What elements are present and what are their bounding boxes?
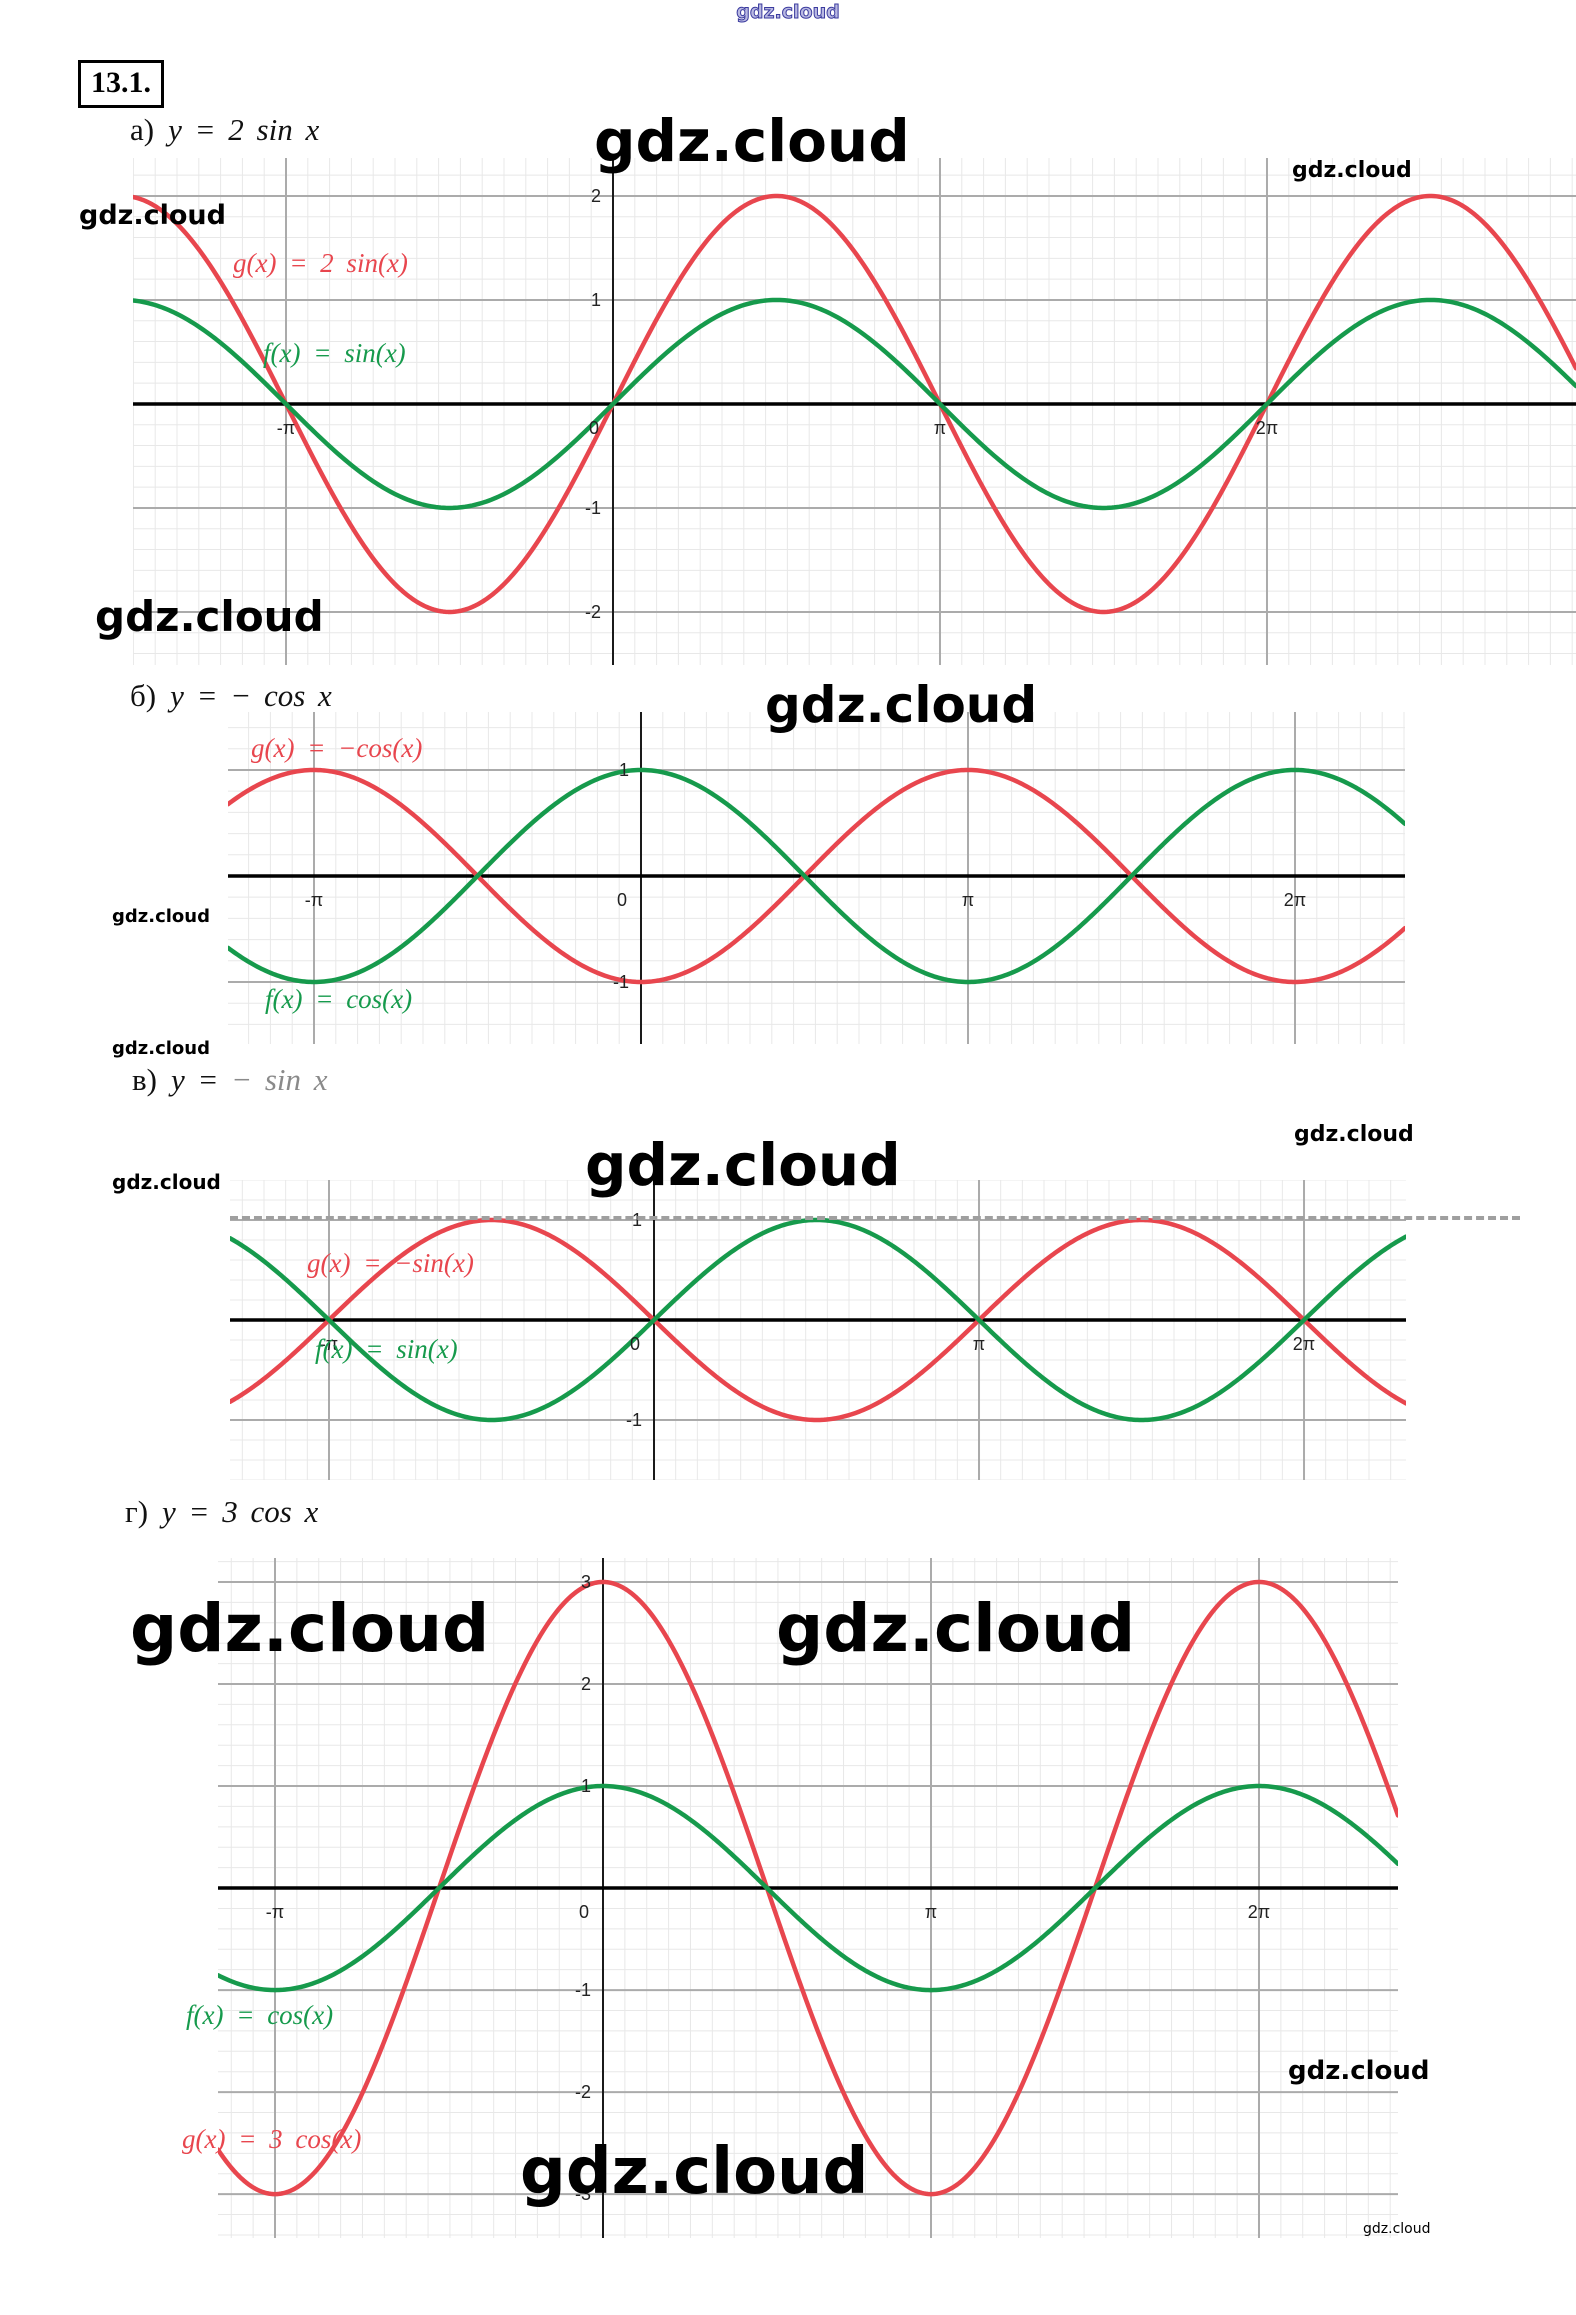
watermark-b-left-2: gdz.cloud — [112, 1038, 210, 1059]
plot-v-f-label: f(x) = sin(x) — [315, 1334, 458, 1364]
y-tick-label: 1 — [632, 1210, 642, 1230]
x-tick-label: π — [973, 1334, 985, 1354]
curve-f — [133, 297, 1576, 511]
y-tick-label: -2 — [585, 602, 601, 622]
watermark-g-side: gdz.cloud — [1288, 2056, 1430, 2086]
watermark-a-center: gdz.cloud — [594, 107, 910, 175]
y-tick-label: 2 — [591, 186, 601, 206]
x-tick-label: 0 — [589, 418, 599, 438]
heading-v-label: в) — [132, 1062, 157, 1097]
plot-a-f-label: f(x) = sin(x) — [263, 338, 406, 368]
plot-b-g-label: g(x) = −cos(x) — [251, 733, 423, 763]
plot-a: -π 0 π 2π 2 1 -1 -2 — [133, 158, 1576, 665]
curve-f — [230, 1217, 1406, 1423]
site-watermark: gdz.cloud — [736, 1, 840, 23]
heading-b-label: б) — [130, 678, 157, 713]
plot-g: -π 0 π 2π 3 2 1 -1 -2 -3 — [218, 1558, 1398, 2238]
x-tick-label: -π — [266, 1902, 284, 1922]
y-tick-label: 2 — [581, 1674, 591, 1694]
x-tick-label: 0 — [630, 1334, 640, 1354]
watermark-a-right: gdz.cloud — [1292, 158, 1412, 183]
x-tick-label: -π — [320, 1334, 338, 1354]
watermark-v-right: gdz.cloud — [1294, 1122, 1414, 1147]
y-tick-label: -3 — [575, 2184, 591, 2204]
watermark-b-center: gdz.cloud — [765, 676, 1038, 734]
x-tick-label: -π — [277, 418, 295, 438]
heading-a-label: а) — [130, 112, 155, 147]
plot-v-g-label: g(x) = −sin(x) — [307, 1248, 474, 1278]
curve-f — [228, 767, 1405, 985]
problem-number-box: 13.1. — [78, 60, 164, 108]
watermark-a-left: gdz.cloud — [79, 200, 226, 231]
y-tick-label: 1 — [619, 760, 629, 780]
watermark-g-left: gdz.cloud — [130, 1590, 490, 1667]
problem-number: 13.1. — [91, 66, 151, 99]
x-tick-label: 0 — [579, 1902, 589, 1922]
heading-v-formula-faded: − sin x — [231, 1062, 328, 1097]
y-tick-label: 1 — [581, 1776, 591, 1796]
x-tick-label: 2π — [1293, 1334, 1315, 1354]
plot-g-f-label: f(x) = cos(x) — [186, 2000, 334, 2030]
heading-b-formula: y = − cos x — [170, 678, 332, 713]
watermark-a-bottom: gdz.cloud — [95, 592, 324, 641]
x-tick-label: 0 — [617, 890, 627, 910]
dashed-line-y1 — [230, 1216, 1520, 1220]
y-tick-label: -1 — [575, 1980, 591, 2000]
x-tick-label: π — [962, 890, 974, 910]
x-tick-label: 2π — [1284, 890, 1306, 910]
heading-g-formula: y = 3 cos x — [162, 1494, 319, 1529]
x-tick-label: 2π — [1256, 418, 1278, 438]
x-tick-label: 2π — [1248, 1902, 1270, 1922]
plot-v: -π 0 π 2π 1 -1 — [230, 1180, 1406, 1480]
curve-g — [218, 1579, 1398, 2197]
heading-g: г) y = 3 cos x — [125, 1494, 318, 1530]
y-tick-label: -1 — [585, 498, 601, 518]
curve-f — [218, 1783, 1398, 1993]
plot-b: -π 0 π 2π 1 -1 — [228, 712, 1405, 1044]
plot-g-g-label: g(x) = 3 cos(x) — [182, 2124, 362, 2154]
curve-g — [228, 767, 1405, 985]
y-tick-label: -2 — [575, 2082, 591, 2102]
plot-b-f-label: f(x) = cos(x) — [265, 984, 413, 1014]
curve-g — [133, 193, 1576, 615]
watermark-v-center: gdz.cloud — [585, 1131, 901, 1199]
x-tick-label: -π — [305, 890, 323, 910]
curve-g — [230, 1217, 1406, 1423]
y-tick-label: 3 — [581, 1572, 591, 1592]
heading-a-formula: y = 2 sin x — [168, 112, 320, 147]
watermark-g-tiny: gdz.cloud — [1363, 2221, 1431, 2237]
heading-v-formula: y = — [170, 1062, 232, 1097]
heading-a: а) y = 2 sin x — [130, 112, 319, 148]
heading-b: б) y = − cos x — [130, 678, 332, 714]
heading-v: в) y = − sin x — [132, 1062, 328, 1098]
y-tick-label: -1 — [613, 972, 629, 992]
x-tick-label: π — [934, 418, 946, 438]
heading-g-label: г) — [125, 1494, 149, 1529]
watermark-g-bottom: gdz.cloud — [520, 2135, 869, 2209]
watermark-v-left: gdz.cloud — [112, 1170, 221, 1194]
x-tick-label: π — [925, 1902, 937, 1922]
watermark-b-left-1: gdz.cloud — [112, 906, 210, 927]
y-tick-label: -1 — [626, 1410, 642, 1430]
y-tick-label: 1 — [591, 290, 601, 310]
plot-a-g-label: g(x) = 2 sin(x) — [233, 248, 408, 278]
watermark-g-right: gdz.cloud — [776, 1590, 1136, 1667]
